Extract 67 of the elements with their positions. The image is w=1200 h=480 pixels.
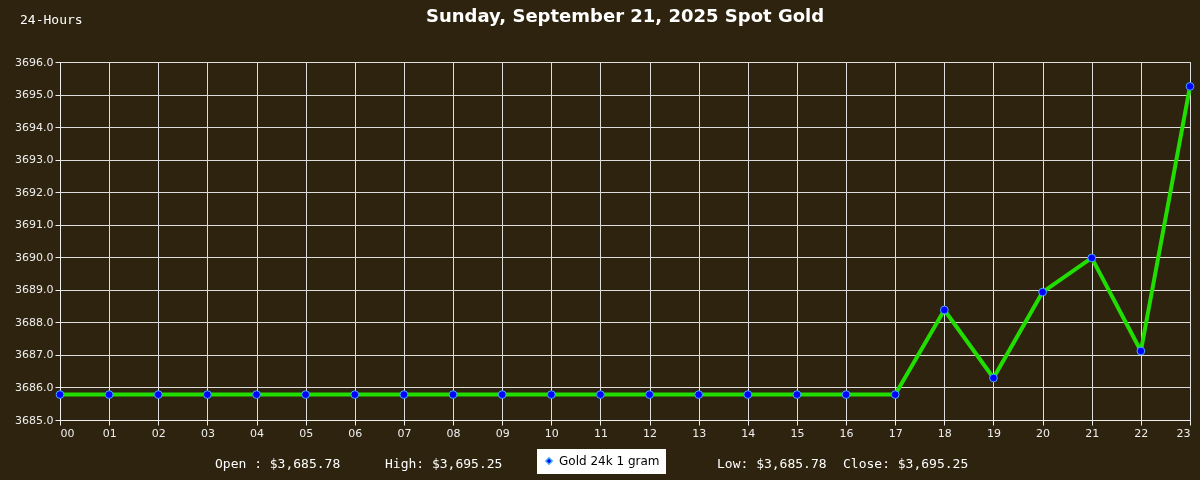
x-tick-label: 04 bbox=[250, 426, 265, 440]
point bbox=[104, 390, 114, 399]
text: Open : $3,685.78 bbox=[215, 456, 341, 471]
x-tick-label: 17 bbox=[888, 426, 903, 440]
point bbox=[203, 390, 212, 399]
x-tick-label: 14 bbox=[741, 426, 756, 440]
point bbox=[645, 390, 654, 399]
point bbox=[301, 390, 311, 399]
y-tick-label: 3692.0 bbox=[15, 185, 54, 199]
text: Close: $3,695.25 bbox=[843, 456, 969, 471]
x-tick-label: 05 bbox=[299, 426, 314, 440]
x-tick-label: 18 bbox=[937, 426, 952, 440]
x-tick-label: 13 bbox=[692, 426, 707, 440]
y-tick-label: 3689.0 bbox=[15, 283, 54, 297]
x-tick-label: 22 bbox=[1134, 426, 1149, 440]
y-tick-label: 3690.0 bbox=[15, 250, 54, 264]
x-tick-label: 20 bbox=[1036, 426, 1051, 440]
y-tick-label: 3693.0 bbox=[15, 153, 54, 167]
x-tick-label: 01 bbox=[102, 426, 117, 440]
text: High: $3,695.25 bbox=[385, 456, 503, 471]
x-tick-label: 06 bbox=[348, 426, 363, 440]
x-tick-label: 21 bbox=[1085, 426, 1100, 440]
y-tick-label: 3685.0 bbox=[15, 413, 54, 427]
point bbox=[1087, 253, 1097, 263]
x-tick-label: 11 bbox=[593, 426, 608, 440]
point bbox=[55, 390, 65, 399]
y-tick-label: 3696.0 bbox=[15, 55, 54, 69]
point bbox=[399, 390, 409, 399]
x-tick-label: 02 bbox=[151, 426, 166, 440]
x-tick-label: 03 bbox=[200, 426, 215, 440]
point bbox=[939, 305, 949, 315]
x-tick-label: 10 bbox=[544, 426, 559, 440]
point bbox=[596, 390, 605, 399]
point bbox=[890, 390, 900, 399]
text: 24-Hours bbox=[20, 12, 83, 27]
point bbox=[1185, 82, 1195, 91]
point bbox=[350, 390, 360, 399]
point bbox=[1136, 346, 1146, 356]
x-tick-label: 08 bbox=[446, 426, 461, 440]
y-tick-label: 3695.0 bbox=[15, 88, 54, 102]
x-tick-label: 09 bbox=[495, 426, 510, 440]
x-tick-label: 12 bbox=[643, 426, 658, 440]
point bbox=[694, 390, 704, 399]
x-tick-label: 16 bbox=[839, 426, 854, 440]
x-tick-label: 07 bbox=[397, 426, 412, 440]
point bbox=[841, 390, 851, 399]
point bbox=[1038, 287, 1047, 297]
x-tick-label: 00 bbox=[60, 426, 75, 440]
x-tick-label: 23 bbox=[1176, 426, 1191, 440]
legend-label: Gold 24k 1 gram bbox=[559, 454, 660, 468]
point bbox=[743, 390, 753, 399]
point bbox=[153, 390, 163, 399]
point bbox=[497, 390, 507, 399]
x-tick-label: 15 bbox=[790, 426, 805, 440]
y-tick-label: 3694.0 bbox=[15, 120, 54, 134]
y-tick-label: 3691.0 bbox=[15, 218, 54, 232]
y-tick-label: 3686.0 bbox=[15, 380, 54, 394]
y-tick-label: 3688.0 bbox=[15, 315, 54, 329]
text: Low: $3,685.78 bbox=[717, 456, 827, 471]
point bbox=[252, 390, 261, 399]
point bbox=[989, 373, 998, 383]
point bbox=[546, 390, 556, 399]
point bbox=[792, 390, 802, 399]
chart-title: Sunday, September 21, 2025 Spot Gold bbox=[425, 5, 825, 26]
y-tick-label: 3687.0 bbox=[15, 348, 54, 362]
point bbox=[448, 390, 458, 399]
x-tick-label: 19 bbox=[986, 426, 1001, 440]
